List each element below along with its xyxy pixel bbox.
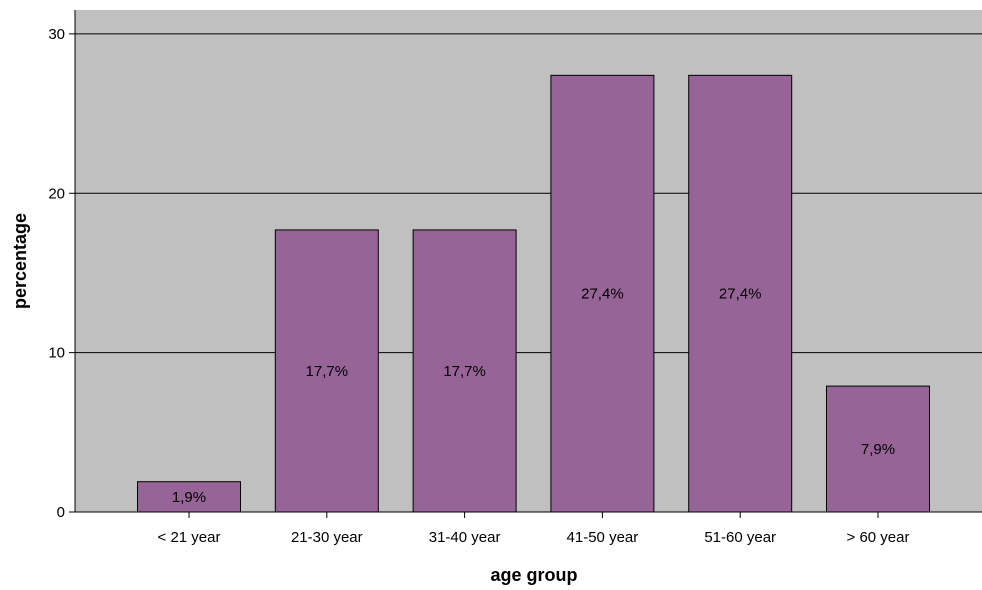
data-labels: 1,9% 17,7% 17,7% 27,4% 27,4% 7,9%	[172, 286, 895, 506]
x-tick-label: 41-50 year	[567, 529, 639, 546]
y-axis-title: percentage	[10, 213, 30, 309]
bar	[412, 229, 517, 513]
y-tick-label: 0	[57, 504, 65, 521]
x-tick-label: < 21 year	[158, 529, 221, 546]
x-tick-label: > 60 year	[847, 529, 910, 546]
bars	[137, 74, 930, 513]
data-label: 27,4%	[581, 286, 624, 303]
y-tick-label: 10	[48, 345, 65, 362]
data-label: 17,7%	[306, 363, 349, 380]
bar	[688, 74, 793, 513]
x-axis-ticks: < 21 year 21-30 year 31-40 year 41-50 year 5…	[158, 512, 910, 546]
y-tick-label: 30	[48, 26, 65, 43]
bar	[274, 229, 379, 513]
data-label: 1,9%	[172, 489, 206, 506]
bar	[826, 385, 930, 513]
y-tick-label: 20	[48, 185, 65, 202]
data-label: 17,7%	[443, 363, 486, 380]
x-tick-label: 21-30 year	[291, 529, 363, 546]
x-axis-title: age group	[490, 565, 577, 585]
data-label: 27,4%	[719, 286, 762, 303]
x-tick-label: 31-40 year	[429, 529, 501, 546]
x-tick-label: 51-60 year	[704, 529, 776, 546]
bar	[550, 74, 655, 513]
y-axis-ticks: 0 10 20 30	[48, 26, 75, 521]
data-label: 7,9%	[861, 441, 895, 458]
gridlines	[75, 33, 982, 354]
